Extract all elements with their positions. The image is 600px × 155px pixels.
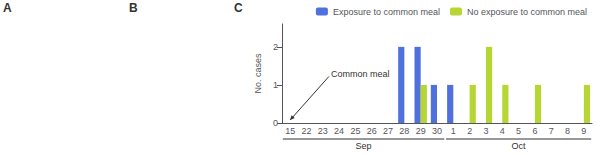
svg-text:23: 23 <box>318 126 328 136</box>
svg-text:5: 5 <box>516 126 521 136</box>
svg-text:2: 2 <box>273 42 278 52</box>
svg-text:No exposure to common meal: No exposure to common meal <box>467 7 587 17</box>
svg-text:8: 8 <box>565 126 570 136</box>
svg-text:22: 22 <box>301 126 311 136</box>
svg-text:15: 15 <box>285 126 295 136</box>
svg-text:26: 26 <box>367 126 377 136</box>
svg-text:2: 2 <box>467 126 472 136</box>
svg-text:0: 0 <box>273 118 278 128</box>
svg-text:29: 29 <box>416 126 426 136</box>
svg-text:Oct: Oct <box>512 141 527 151</box>
svg-text:25: 25 <box>350 126 360 136</box>
svg-text:A: A <box>3 1 12 15</box>
svg-text:30: 30 <box>432 126 442 136</box>
svg-text:4: 4 <box>500 126 505 136</box>
svg-text:6: 6 <box>532 126 537 136</box>
svg-text:3: 3 <box>483 126 488 136</box>
svg-text:24: 24 <box>334 126 344 136</box>
svg-text:Common meal: Common meal <box>331 69 390 79</box>
svg-text:1: 1 <box>451 126 456 136</box>
svg-text:Sep: Sep <box>356 141 372 151</box>
svg-text:9: 9 <box>581 126 586 136</box>
svg-text:7: 7 <box>549 126 554 136</box>
svg-text:No. cases: No. cases <box>253 53 263 94</box>
svg-text:C: C <box>234 1 243 15</box>
svg-text:1: 1 <box>273 80 278 90</box>
svg-text:B: B <box>129 1 138 15</box>
svg-text:28: 28 <box>399 126 409 136</box>
svg-text:27: 27 <box>383 126 393 136</box>
svg-text:Exposure to common meal: Exposure to common meal <box>333 7 440 17</box>
